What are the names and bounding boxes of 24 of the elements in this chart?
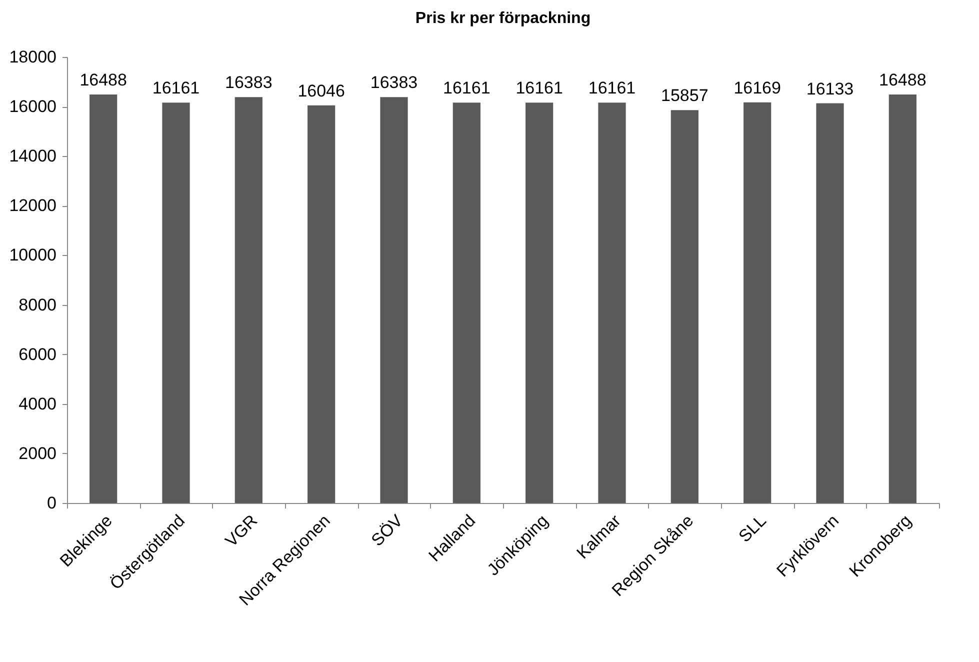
chart-title: Pris kr per förpackning [415,10,591,27]
data-label: 16161 [152,78,200,98]
data-label: 16383 [370,73,418,92]
x-tick-label: SLL [735,511,770,546]
data-label: 16161 [588,78,636,98]
y-tick-label: 14000 [9,146,56,166]
data-label: 16133 [806,79,854,98]
y-tick-label: 0 [47,494,56,512]
data-label: 16383 [225,73,272,92]
y-tick-label: 16000 [9,97,56,116]
data-label: 15857 [661,86,708,106]
y-tick-label: 2000 [18,444,56,463]
y-tick-label: 12000 [9,196,56,216]
data-label: 16169 [734,78,781,98]
data-label: 16161 [443,78,490,98]
y-tick-label: 8000 [18,295,56,314]
y-tick-label: 10000 [9,246,56,265]
data-label: 16161 [516,78,563,98]
data-label: 16488 [80,70,127,90]
y-tick-label: 6000 [18,344,56,364]
y-tick-label: 18000 [9,48,56,66]
data-label: 16488 [879,70,926,90]
data-label: 16046 [298,81,345,100]
y-tick-label: 4000 [18,394,56,414]
